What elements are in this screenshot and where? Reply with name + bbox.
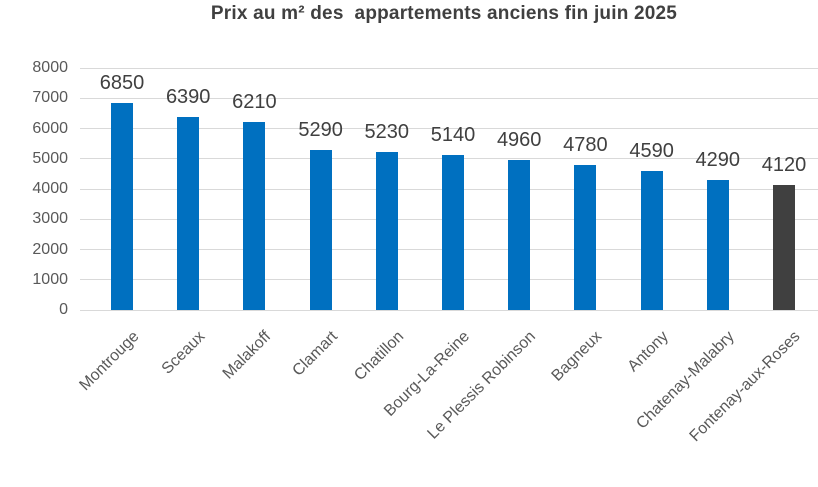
- y-axis-tick-label: 5000: [32, 149, 68, 167]
- gridline: [80, 128, 818, 129]
- data-label: 4120: [761, 154, 807, 177]
- bar-sceaux: [177, 116, 200, 310]
- y-axis-tick-label: 7000: [32, 89, 68, 107]
- gridline: [80, 67, 818, 69]
- y-axis-tick-label: 2000: [32, 240, 68, 258]
- data-label: 5140: [430, 123, 476, 146]
- gridline: [80, 97, 818, 99]
- y-axis-tick-label: 0: [59, 301, 68, 318]
- gridline: [80, 309, 818, 311]
- bar-fontenay-aux-roses: [773, 185, 795, 310]
- bar-chatillon: [375, 151, 398, 310]
- bar-bagneux: [574, 165, 597, 310]
- data-label: 4780: [563, 134, 608, 157]
- bar-bourg-la-reine: [442, 154, 464, 310]
- data-label: 6850: [99, 71, 145, 94]
- data-label: 6390: [165, 85, 211, 108]
- x-axis-tick-label: Fontenay-aux-Roses: [592, 328, 804, 445]
- bar-malakoff: [243, 122, 266, 310]
- chart-title: Prix au m² des appartements anciens fin …: [210, 3, 678, 24]
- y-axis-tick-label: 8000: [32, 59, 68, 76]
- data-label: 5230: [364, 120, 410, 143]
- bar-le-plessis-robinson: [508, 159, 531, 310]
- data-label: 4590: [629, 140, 674, 163]
- y-axis-tick-label: 6000: [32, 119, 68, 137]
- data-label: 6210: [232, 91, 277, 114]
- y-axis-tick-label: 4000: [32, 180, 68, 197]
- y-axis-tick-label: 1000: [32, 270, 68, 288]
- bar-clamart: [309, 149, 332, 310]
- data-label: 4290: [695, 149, 741, 172]
- bar-montrouge: [111, 102, 133, 310]
- bar-chatenay-malabry: [706, 180, 729, 310]
- y-axis-tick-label: 3000: [32, 210, 68, 228]
- category-label-text: Fontenay-aux-Roses: [686, 328, 805, 446]
- data-label: 5290: [298, 118, 343, 141]
- data-label: 4960: [496, 128, 542, 151]
- bar-antony: [640, 171, 663, 310]
